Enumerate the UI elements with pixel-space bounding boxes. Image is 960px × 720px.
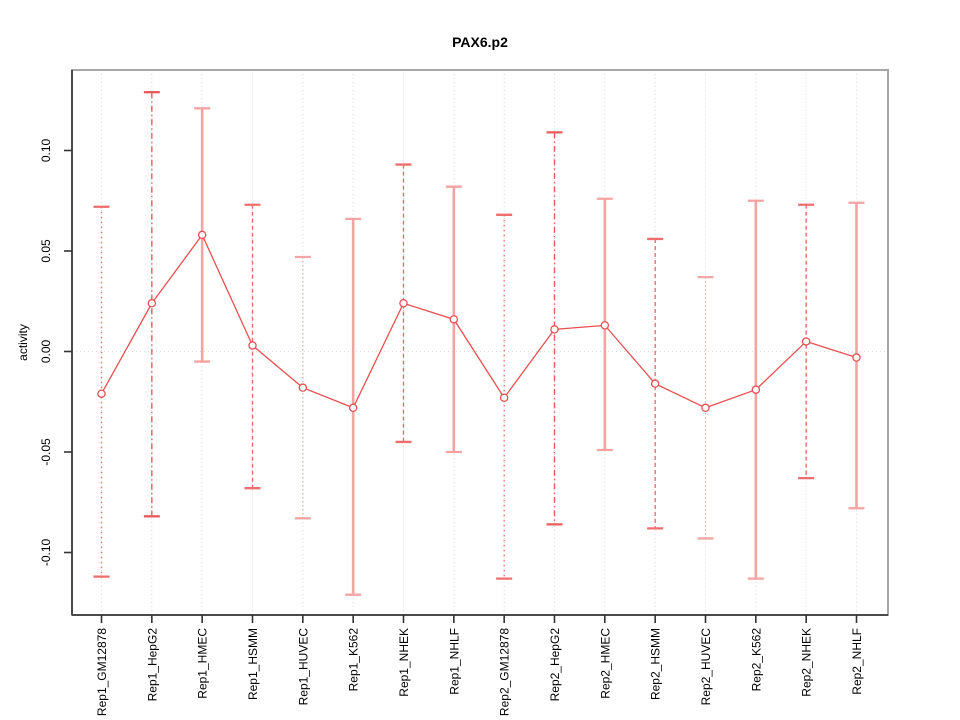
- x-tick-label: Rep1_HMEC: [196, 628, 210, 699]
- data-point-rep2_k562: [751, 385, 761, 394]
- series-line: [100, 233, 857, 409]
- data-point-rep2_nhek: [801, 337, 811, 346]
- error-bar-rep1_nhek: [395, 163, 412, 444]
- data-point-rep1_hmec: [197, 230, 207, 240]
- x-tick-label: Rep2_HUVEC: [699, 628, 713, 706]
- x-tick-label: Rep2_HepG2: [548, 628, 562, 702]
- x-tick-label: Rep2_HMEC: [598, 628, 612, 699]
- y-tick-label: -0.05: [39, 438, 53, 466]
- y-tick-label: 0.10: [39, 138, 53, 162]
- data-point-rep1_hsmm: [248, 341, 257, 350]
- error-bar-rep1_gm12878: [93, 205, 110, 578]
- y-axis-label: activity: [16, 324, 30, 361]
- data-point-rep1_nhek: [399, 299, 408, 308]
- x-tick-label: Rep1_HSMM: [246, 628, 260, 700]
- x-tick-label: Rep2_HSMM: [649, 628, 663, 700]
- error-bar-rep2_huvec: [697, 275, 714, 540]
- chart-title: PAX6.p2: [452, 34, 508, 50]
- data-point-rep1_huvec: [298, 383, 308, 392]
- data-point-rep1_gm12878: [97, 389, 106, 398]
- data-point-rep1_hepg2: [147, 299, 157, 308]
- y-tick-label: -0.10: [39, 539, 53, 567]
- plot-border: [71, 69, 889, 616]
- x-tick-label: Rep1_NHLF: [447, 628, 461, 695]
- data-point-rep2_hepg2: [550, 325, 559, 334]
- error-bar-rep2_gm12878: [496, 213, 513, 580]
- y-tick-label: 0.05: [39, 239, 53, 263]
- data-point-rep2_huvec: [701, 403, 710, 413]
- x-tick-label: Rep1_HUVEC: [296, 628, 310, 706]
- x-tick-label: Rep2_K562: [749, 628, 763, 692]
- data-point-rep1_nhlf: [449, 315, 459, 324]
- x-tick-label: Rep1_GM12878: [95, 628, 109, 716]
- error-bar-rep1_huvec: [294, 255, 311, 520]
- x-tick-label: Rep2_NHEK: [800, 628, 814, 697]
- x-tick-label: Rep1_K562: [347, 628, 361, 692]
- gridlines: [72, 70, 888, 615]
- plot-frame: [71, 69, 889, 616]
- axes: 0.10 0.05 0.00 -0.05 -0.10 Rep1_GM12878 Rep1_H…: [39, 138, 864, 716]
- data-point-rep2_nhlf: [852, 353, 861, 362]
- data-series: [93, 91, 865, 596]
- x-tick-label: Rep1_NHEK: [397, 628, 411, 697]
- x-tick-label: Rep2_GM12878: [498, 628, 512, 716]
- data-point-rep2_hmec: [600, 321, 610, 330]
- data-point-rep2_gm12878: [499, 393, 509, 402]
- data-point-rep1_k562: [348, 403, 358, 413]
- error-bar-rep2_hsmm: [647, 237, 664, 530]
- x-tick-label: Rep2_NHLF: [850, 628, 864, 695]
- y-tick-label: 0.00: [39, 339, 53, 363]
- x-tick-label: Rep1_HepG2: [145, 628, 159, 702]
- data-point-rep2_hsmm: [650, 379, 660, 388]
- error-bar-rep2_hepg2: [546, 131, 563, 526]
